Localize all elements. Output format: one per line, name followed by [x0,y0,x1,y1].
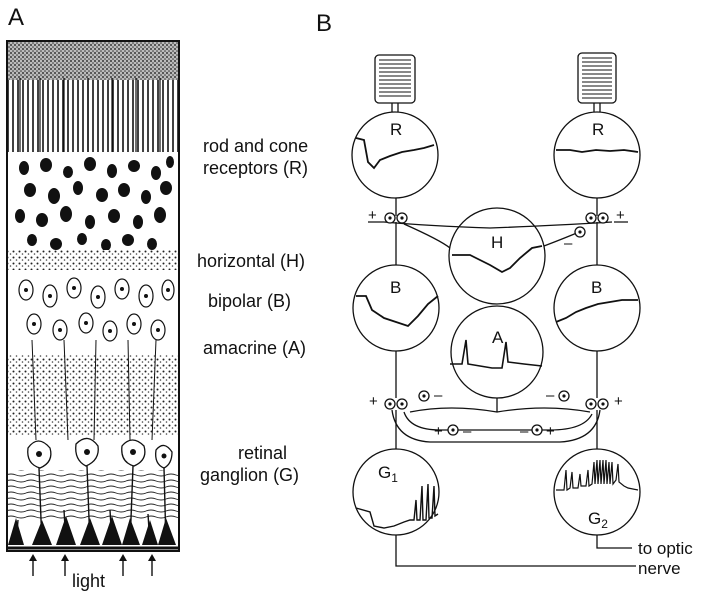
sign-minus-amacrine-left: – [434,387,443,404]
sign-plus-receptor-right: + [616,207,625,224]
bipolar-label: bipolar (B) [208,291,292,311]
bipolar-trace-left [356,295,439,328]
horizontal-label: horizontal (H) [197,251,306,271]
receptor-trace-left [355,137,435,170]
ganglion-label-line2: ganglion (G) [200,465,300,485]
ganglion-circle-left [352,448,440,536]
sign-plus-bipolar-right: + [614,393,623,410]
light-arrows [29,554,156,576]
sign-plus-bipolar-left: + [369,393,378,410]
horizontal-trace [452,245,543,274]
amacrine-trace [450,339,543,369]
receptors-label-line1: rod and cone [203,136,309,156]
optic-nerve-left [395,535,636,567]
receptors-label-line2: receptors (R) [203,158,309,178]
sign-minus-inner-right: – [520,423,529,440]
rod-outer-segment-left [374,54,416,112]
sign-minus-amacrine-right: – [546,387,555,404]
light-label: light [72,571,106,591]
optic-nerve-right [596,535,632,549]
g2-subscript: 2 [601,517,608,531]
g1-label: G1 [378,463,398,485]
ganglion-trace-left [355,483,439,529]
sign-minus-inner-left: – [463,423,472,440]
horizontal-circle [448,207,546,305]
optic-label-line1: to optic [638,539,693,558]
b-label-right: B [591,278,602,297]
retina-histology-drawing [6,40,180,552]
panel-a-letter: A [8,4,25,31]
ganglion-label: retinal ganglion (G) [200,442,299,486]
g2-label: G2 [588,509,608,531]
r-label-right: R [592,120,604,139]
a-label: A [492,328,504,347]
inner-loop [391,409,601,443]
r-label-left: R [390,120,402,139]
sign-plus-inner-left: + [434,423,443,440]
b-label-left: B [390,278,401,297]
bipolar-trace-right [555,299,638,323]
g2-letter: G [588,509,601,528]
g1-letter: G [378,463,391,482]
amacrine-label: amacrine (A) [203,338,307,358]
horizontal-dendrite [383,221,613,229]
sign-plus-inner-right: + [546,423,555,440]
receptor-circle-left [351,111,439,199]
optic-label-line2: nerve [638,559,681,578]
receptor-trace-right [556,149,639,153]
cone-outer-segment-right [577,52,617,112]
inner-loop-upper [403,411,593,431]
h-label: H [491,233,503,252]
g1-subscript: 1 [391,471,398,485]
ganglion-label-line1: retinal [238,443,288,463]
ganglion-trace-right [556,459,639,492]
amacrine-process [409,398,591,413]
sign-minus-horizontal: – [564,235,573,252]
receptors-label: rod and cone receptors (R) [203,135,308,179]
panel-b-letter: B [316,10,333,37]
sign-plus-receptor-left: + [368,207,377,224]
